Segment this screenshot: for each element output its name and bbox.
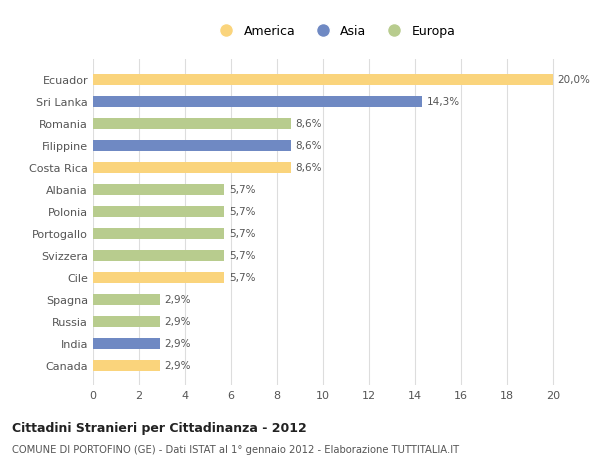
Legend: America, Asia, Europa: America, Asia, Europa <box>209 20 460 43</box>
Bar <box>93 228 224 239</box>
Text: 5,7%: 5,7% <box>229 185 255 195</box>
Text: 14,3%: 14,3% <box>427 97 460 107</box>
Text: Cittadini Stranieri per Cittadinanza - 2012: Cittadini Stranieri per Cittadinanza - 2… <box>12 421 307 434</box>
Bar <box>93 118 291 129</box>
Bar <box>93 294 160 305</box>
Text: 5,7%: 5,7% <box>229 229 255 239</box>
Text: 8,6%: 8,6% <box>295 163 322 173</box>
Text: 8,6%: 8,6% <box>295 119 322 129</box>
Bar <box>93 360 160 371</box>
Text: 20,0%: 20,0% <box>557 75 590 85</box>
Text: 5,7%: 5,7% <box>229 273 255 282</box>
Bar <box>93 272 224 283</box>
Bar <box>93 338 160 349</box>
Text: 5,7%: 5,7% <box>229 207 255 217</box>
Text: 5,7%: 5,7% <box>229 251 255 261</box>
Text: 2,9%: 2,9% <box>164 316 191 326</box>
Bar <box>93 250 224 261</box>
Bar <box>93 140 291 151</box>
Bar <box>93 206 224 217</box>
Bar <box>93 162 291 173</box>
Text: 2,9%: 2,9% <box>164 360 191 370</box>
Text: 2,9%: 2,9% <box>164 338 191 348</box>
Bar <box>93 96 422 107</box>
Bar <box>93 184 224 195</box>
Text: 8,6%: 8,6% <box>295 141 322 151</box>
Bar <box>93 74 553 85</box>
Text: COMUNE DI PORTOFINO (GE) - Dati ISTAT al 1° gennaio 2012 - Elaborazione TUTTITAL: COMUNE DI PORTOFINO (GE) - Dati ISTAT al… <box>12 444 459 454</box>
Text: 2,9%: 2,9% <box>164 294 191 304</box>
Bar <box>93 316 160 327</box>
